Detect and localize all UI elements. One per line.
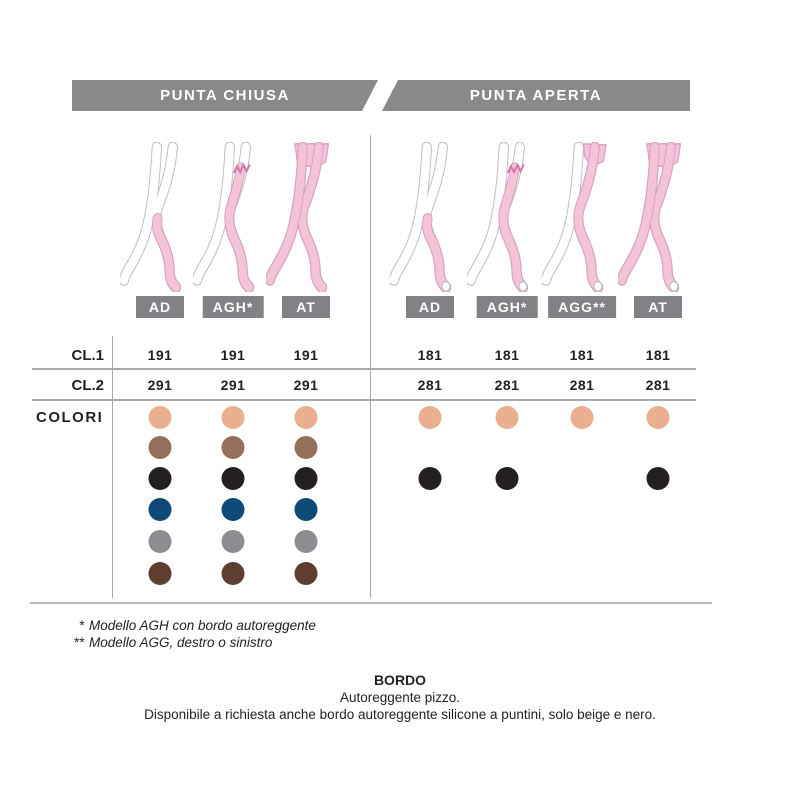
- color-dot-black: [221, 467, 245, 490]
- footnotes: * Modello AGH con bordo autoreggente ** …: [62, 617, 316, 651]
- footnote-agg-marker: **: [73, 635, 84, 650]
- footnote-agh: * Modello AGH con bordo autoreggente: [62, 617, 316, 634]
- leg-illustration-punta-chiusa-agh: [191, 141, 273, 294]
- model-label-punta-aperta-agg-open: AGG**: [548, 296, 616, 318]
- color-dot-dark_brown: [148, 562, 172, 585]
- color-dot-black: [646, 467, 670, 490]
- color-dot-brown: [294, 436, 318, 459]
- color-dot-beige: [148, 406, 172, 429]
- model-label-punta-chiusa-ad: AD: [136, 296, 184, 318]
- leg-illustration-punta-aperta-agg-open: [540, 141, 622, 294]
- color-dot-black: [148, 467, 172, 490]
- footnote-agg-text: Modello AGG, destro o sinistro: [89, 635, 273, 650]
- model-label-punta-aperta-ad-open: AD: [406, 296, 454, 318]
- footnote-agh-marker: *: [78, 618, 84, 633]
- color-dot-beige: [646, 406, 670, 429]
- color-dot-gray: [294, 530, 318, 553]
- divider-sections: [370, 135, 371, 598]
- leg-illustration-punta-aperta-agh-open: [465, 141, 547, 294]
- footnote-agg: ** Modello AGG, destro o sinistro: [62, 634, 316, 651]
- divider-under-cl2: [32, 399, 696, 401]
- color-dot-black: [418, 467, 442, 490]
- color-dot-black: [495, 467, 519, 490]
- color-dot-beige: [294, 406, 318, 429]
- bordo-title: BORDO: [373, 672, 427, 688]
- color-dot-brown: [221, 436, 245, 459]
- cl2-code-punta-aperta-ad-open: 281: [417, 377, 443, 393]
- cl1-code-punta-chiusa-ad: 191: [147, 347, 173, 363]
- header-punta-aperta: PUNTA APERTA: [382, 80, 690, 111]
- cl1-code-punta-chiusa-agh: 191: [220, 347, 246, 363]
- color-dot-gray: [221, 530, 245, 553]
- header-punta-chiusa: PUNTA CHIUSA: [72, 80, 378, 111]
- leg-illustration-punta-chiusa-ad: [118, 141, 200, 294]
- model-label-punta-chiusa-at: AT: [282, 296, 330, 318]
- bordo-line1: Autoreggente pizzo.: [339, 690, 461, 705]
- cl2-code-punta-chiusa-at: 291: [293, 377, 319, 393]
- cl2-code-punta-aperta-agh-open: 281: [494, 377, 520, 393]
- cl1-code-punta-chiusa-at: 191: [293, 347, 319, 363]
- model-label-punta-aperta-agh-open: AGH*: [476, 296, 538, 318]
- color-dot-gray: [148, 530, 172, 553]
- cl1-code-punta-aperta-ad-open: 181: [417, 347, 443, 363]
- bordo-block: BORDO Autoreggente pizzo. Disponibile a …: [0, 672, 800, 723]
- bordo-line2: Disponibile a richiesta anche bordo auto…: [144, 707, 656, 722]
- model-label-punta-chiusa-agh: AGH*: [202, 296, 264, 318]
- row-label-cl2: CL.2: [71, 377, 104, 394]
- leg-illustration-punta-aperta-at-open: [616, 141, 698, 294]
- leg-illustration-punta-chiusa-at: [264, 141, 346, 294]
- color-dot-beige: [221, 406, 245, 429]
- divider-bottom: [30, 602, 712, 604]
- divider-under-cl1: [32, 368, 696, 370]
- color-dot-beige: [570, 406, 594, 429]
- row-label-cl1: CL.1: [71, 347, 104, 364]
- cl2-code-punta-aperta-agg-open: 281: [569, 377, 595, 393]
- footnote-agh-text: Modello AGH con bordo autoreggente: [89, 618, 316, 633]
- color-dot-navy: [294, 498, 318, 521]
- color-dot-navy: [221, 498, 245, 521]
- color-dot-navy: [148, 498, 172, 521]
- model-label-punta-aperta-at-open: AT: [634, 296, 682, 318]
- color-dot-black: [294, 467, 318, 490]
- cl1-code-punta-aperta-at-open: 181: [645, 347, 671, 363]
- leg-illustration-punta-aperta-ad-open: [388, 141, 470, 294]
- color-dot-dark_brown: [294, 562, 318, 585]
- color-dot-brown: [148, 436, 172, 459]
- header-punta-chiusa-label: PUNTA CHIUSA: [160, 87, 290, 104]
- row-label-colori: COLORI: [36, 409, 104, 426]
- header-punta-aperta-label: PUNTA APERTA: [469, 87, 603, 104]
- cl1-code-punta-aperta-agh-open: 181: [494, 347, 520, 363]
- cl2-code-punta-aperta-at-open: 281: [645, 377, 671, 393]
- cl2-code-punta-chiusa-ad: 291: [147, 377, 173, 393]
- cl1-code-punta-aperta-agg-open: 181: [569, 347, 595, 363]
- color-dot-beige: [418, 406, 442, 429]
- color-dot-beige: [495, 406, 519, 429]
- cl2-code-punta-chiusa-agh: 291: [220, 377, 246, 393]
- color-dot-dark_brown: [221, 562, 245, 585]
- divider-label-column: [112, 336, 113, 598]
